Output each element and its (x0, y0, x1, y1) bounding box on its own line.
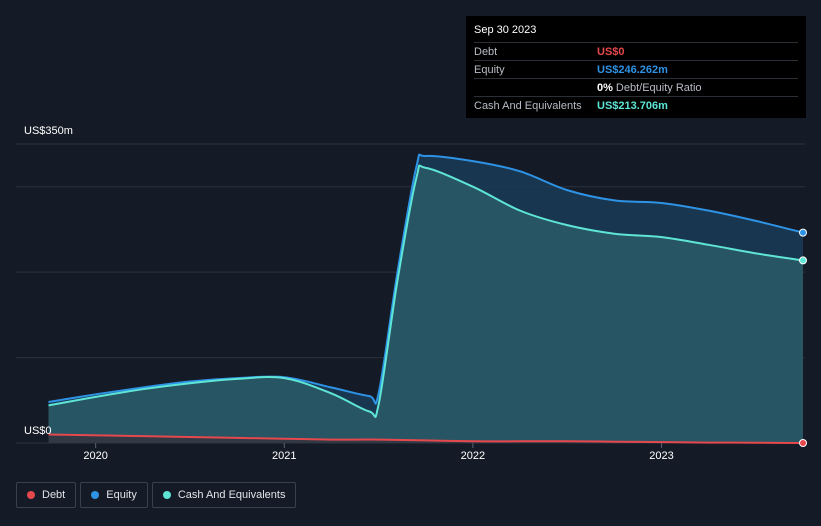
tooltip-value: US$0 (597, 45, 625, 58)
legend-label: Debt (42, 489, 66, 501)
tooltip-value: US$246.262m (597, 63, 668, 76)
line-debt (48, 433, 804, 444)
tooltip-date: Sep 30 2023 (474, 24, 537, 36)
debt-dot-icon (27, 491, 35, 499)
legend-item-equity[interactable]: Equity (80, 482, 148, 508)
tooltip-row-debt: Debt US$0 (474, 42, 798, 60)
legend-item-cash[interactable]: Cash And Equivalents (151, 482, 297, 508)
endpoint-equity (799, 228, 807, 237)
legend-label: Cash And Equivalents (177, 489, 286, 501)
tooltip-label: Debt (474, 45, 498, 58)
y-tick-label-bottom: US$0 (24, 425, 52, 437)
line-cash-and-equivalents (48, 164, 804, 418)
cash-dot-icon (162, 491, 171, 499)
x-tick-label: 2021 (272, 450, 297, 462)
tooltip-row-equity: Equity US$246.262m (474, 60, 798, 78)
endpoint-cash-and-equivalents (799, 256, 807, 265)
y-tick-label-top: US$350m (24, 125, 73, 137)
tooltip-label: Equity (474, 63, 505, 76)
x-tick-label: 2022 (460, 450, 486, 462)
legend-item-debt[interactable]: Debt (16, 482, 77, 508)
x-tick-label: 2023 (649, 450, 674, 462)
tooltip-ratio-label: Debt/Equity Ratio (615, 81, 702, 94)
tooltip-row-ratio: 0% Debt/Equity Ratio (474, 78, 798, 96)
chart-legend: Debt Equity Cash And Equivalents (16, 482, 297, 508)
endpoint-debt (799, 439, 807, 447)
area-debt (48, 434, 803, 443)
data-tooltip: Sep 30 2023 Debt US$0 Equity US$246.262m… (466, 16, 806, 118)
line-equity (48, 153, 804, 405)
x-tick-label: 2020 (83, 450, 108, 462)
equity-dot-icon (91, 491, 100, 499)
tooltip-row-cash: Cash And Equivalents US$213.706m (474, 96, 798, 114)
tooltip-value: US$213.706m (597, 99, 668, 112)
area-cash-and-equivalents (48, 165, 803, 444)
legend-label: Equity (106, 489, 137, 501)
tooltip-label: Cash And Equivalents (474, 99, 582, 112)
tooltip-value: 0% (597, 81, 613, 94)
